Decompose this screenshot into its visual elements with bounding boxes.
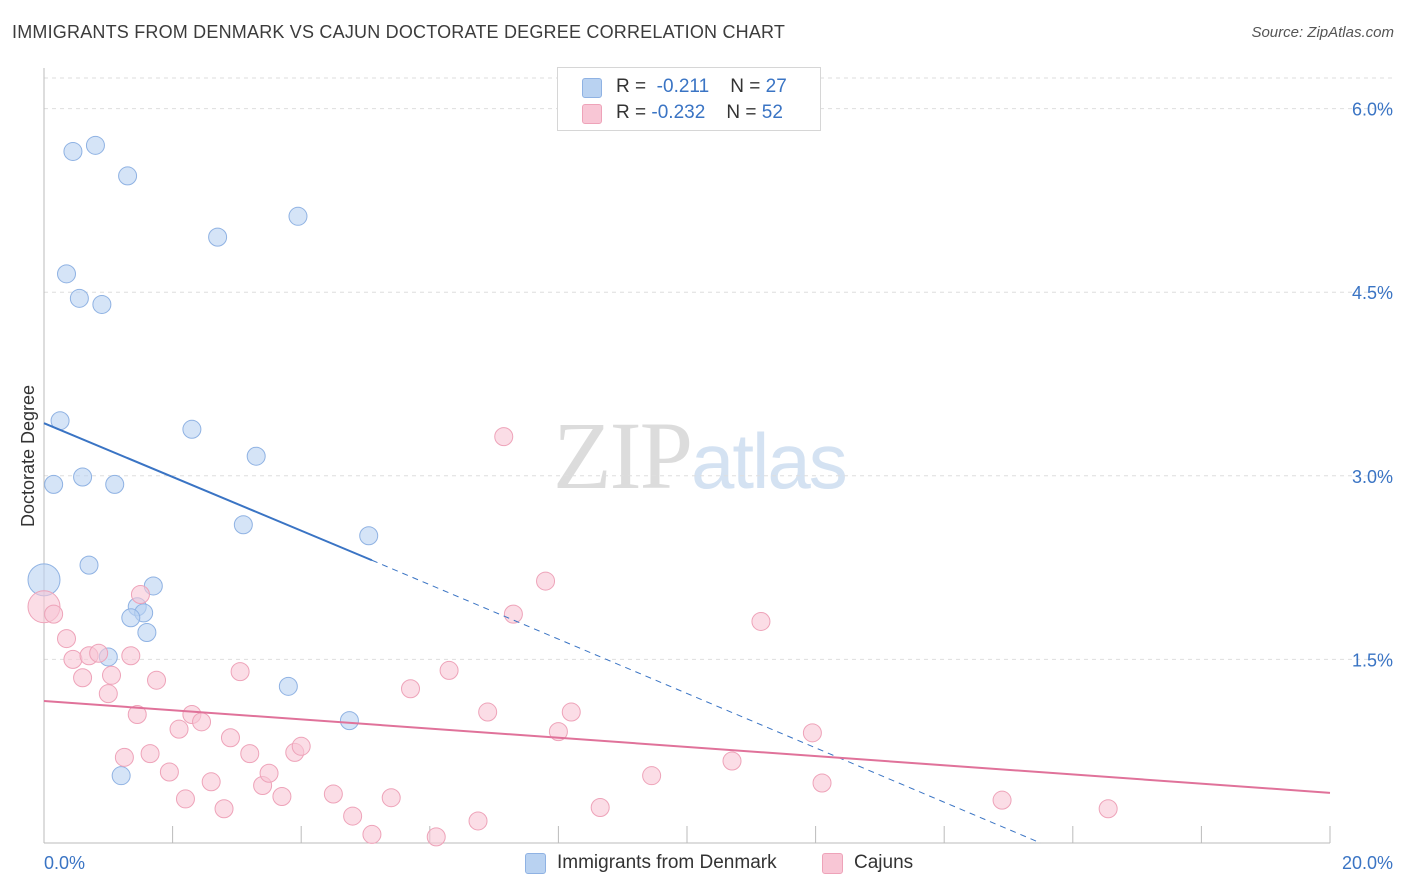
point-cajuns <box>240 744 260 764</box>
point-denmark <box>57 264 77 284</box>
legend-swatch-denmark <box>582 78 602 98</box>
point-denmark <box>92 294 112 314</box>
point-denmark <box>44 474 64 494</box>
n-value: 52 <box>761 102 783 123</box>
point-denmark <box>105 474 125 494</box>
point-denmark <box>339 711 359 731</box>
watermark-zip: ZIP <box>553 402 693 509</box>
point-cajuns <box>63 649 83 669</box>
point-cajuns <box>114 747 134 767</box>
point-cajuns <box>478 702 498 722</box>
point-cajuns <box>992 790 1012 810</box>
point-cajuns <box>127 704 147 724</box>
point-cajuns <box>548 722 568 742</box>
legend-swatch-cajuns <box>822 853 843 874</box>
point-denmark <box>69 288 89 308</box>
point-denmark <box>182 419 202 439</box>
r-label: R = <box>616 76 647 97</box>
r-value: -0.211 <box>656 76 710 97</box>
point-cajuns <box>259 763 279 783</box>
point-cajuns <box>147 670 167 690</box>
y-tick-label: 6.0% <box>1352 100 1393 120</box>
point-cajuns <box>89 643 109 663</box>
point-cajuns <box>291 736 311 756</box>
point-denmark <box>73 467 93 487</box>
point-cajuns <box>175 789 195 809</box>
point-cajuns <box>98 684 118 704</box>
r-value: -0.232 <box>651 102 706 123</box>
n-label: N = <box>730 76 761 97</box>
stats-legend: R = -0.211 N = 27 R = -0.232 N = 52 <box>557 67 821 131</box>
point-cajuns <box>802 723 822 743</box>
point-cajuns <box>201 772 221 792</box>
point-denmark <box>121 608 141 628</box>
point-cajuns <box>590 798 610 818</box>
point-cajuns <box>1098 799 1118 819</box>
point-cajuns <box>343 806 363 826</box>
point-cajuns <box>214 799 234 819</box>
watermark-atlas: atlas <box>691 417 848 505</box>
point-cajuns <box>57 629 77 649</box>
point-cajuns <box>121 646 141 666</box>
trend-line-denmark <box>43 422 373 562</box>
point-cajuns <box>494 427 514 447</box>
point-denmark <box>111 766 131 786</box>
point-denmark <box>359 526 379 546</box>
legend-label-cajuns: Cajuns <box>854 852 914 873</box>
legend-swatch-cajuns <box>582 104 602 124</box>
n-value: 27 <box>765 76 787 97</box>
point-denmark <box>208 227 228 247</box>
point-cajuns <box>751 611 771 631</box>
point-cajuns <box>44 604 64 624</box>
point-cajuns <box>561 702 581 722</box>
point-cajuns <box>192 712 212 732</box>
point-denmark <box>118 166 138 186</box>
point-denmark <box>233 515 253 535</box>
point-denmark <box>79 555 99 575</box>
point-cajuns <box>381 788 401 808</box>
point-cajuns <box>503 604 523 624</box>
y-axis-label: Doctorate Degree <box>18 385 38 527</box>
point-denmark <box>137 622 157 642</box>
point-cajuns <box>362 824 382 844</box>
point-cajuns <box>426 827 446 847</box>
legend-swatch-denmark <box>525 853 546 874</box>
point-cajuns <box>722 751 742 771</box>
point-denmark <box>278 676 298 696</box>
point-cajuns <box>439 660 459 680</box>
point-cajuns <box>401 679 421 699</box>
point-cajuns <box>230 662 250 682</box>
chart-title: IMMIGRANTS FROM DENMARK VS CAJUN DOCTORA… <box>12 22 786 42</box>
zipatlas-watermark: ZIPatlas <box>553 400 848 511</box>
x-tick-label: 20.0% <box>1342 853 1393 873</box>
y-tick-label: 4.5% <box>1352 283 1393 303</box>
source-label: Source: ZipAtlas.com <box>1251 24 1394 41</box>
point-denmark <box>246 446 266 466</box>
x-tick-label: 0.0% <box>44 853 85 873</box>
point-cajuns <box>468 811 488 831</box>
r-label: R = <box>616 102 647 123</box>
point-cajuns <box>220 728 240 748</box>
y-tick-label: 3.0% <box>1352 467 1393 487</box>
point-cajuns <box>272 786 292 806</box>
trend-line-denmark-extension <box>371 559 1041 844</box>
point-denmark <box>63 141 83 161</box>
point-cajuns <box>812 773 832 793</box>
point-cajuns <box>140 744 160 764</box>
point-cajuns <box>130 585 150 605</box>
point-cajuns <box>323 784 343 804</box>
point-cajuns <box>536 571 556 591</box>
point-cajuns <box>642 766 662 786</box>
point-cajuns <box>169 719 189 739</box>
point-cajuns <box>73 668 93 688</box>
legend-label-denmark: Immigrants from Denmark <box>557 852 777 873</box>
point-cajuns <box>102 665 122 685</box>
point-denmark <box>288 206 308 226</box>
trend-line-cajuns <box>43 700 1331 794</box>
point-cajuns <box>159 762 179 782</box>
y-tick-label: 1.5% <box>1352 650 1393 670</box>
point-denmark <box>85 135 105 155</box>
n-label: N = <box>726 102 757 123</box>
